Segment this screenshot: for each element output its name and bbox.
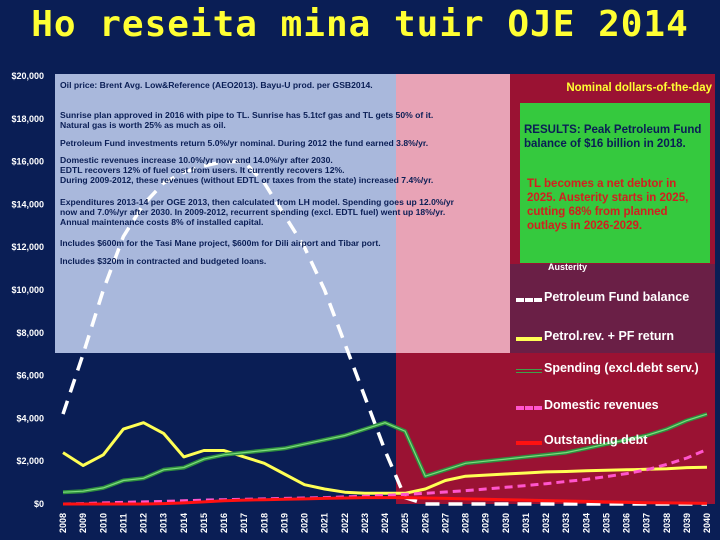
x-tick-label: 2011: [118, 513, 128, 533]
note-2009-2012: During 2009-2012, these revenues (withou…: [60, 175, 434, 185]
legend-swatch-debt: [516, 441, 542, 445]
x-tick-label: 2032: [541, 513, 551, 533]
x-tick-label: 2031: [521, 513, 531, 533]
x-tick-label: 2013: [159, 513, 169, 533]
note-expenditures: Expenditures 2013-14 per OGE 2013, then …: [60, 197, 454, 207]
assumptions-panel: [55, 74, 396, 353]
line-spending-highlight: [62, 413, 708, 493]
y-tick-label: $20,000: [11, 71, 44, 81]
legend-label-debt: Outstanding debt: [544, 433, 648, 447]
results-peak-text: RESULTS: Peak Petroleum Fund balance of …: [524, 124, 702, 150]
y-tick-label: $8,000: [16, 328, 44, 338]
note-loans: Includes $320m in contracted and budgete…: [60, 256, 267, 266]
y-tick-label: $12,000: [11, 242, 44, 252]
legend-swatch-petrol-revenue: [516, 337, 542, 341]
x-tick-label: 2023: [360, 513, 370, 533]
y-tick-label: $16,000: [11, 157, 44, 167]
legend-label-petrol-revenue: Petrol.rev. + PF return: [544, 329, 675, 343]
x-tick-label: 2014: [179, 513, 189, 533]
x-tick-label: 2035: [601, 513, 611, 533]
x-tick-label: 2036: [622, 513, 632, 533]
results-debtor-text: TL becomes a net debtor in 2025. Austeri…: [527, 178, 689, 232]
x-tick-label: 2027: [440, 513, 450, 533]
austerity-highlight-panel: [396, 74, 510, 353]
x-tick-label: 2025: [400, 513, 410, 533]
x-tick-label: 2021: [320, 513, 330, 533]
x-tick-label: 2024: [380, 513, 390, 533]
slide-title: Ho reseita mina tuir OJE 2014: [31, 4, 689, 45]
y-tick-label: $10,000: [11, 285, 44, 295]
x-tick-label: 2016: [219, 513, 229, 533]
legend-swatch-spending: [516, 369, 542, 373]
x-tick-label: 2009: [78, 513, 88, 533]
legend-label-fund-balance: Petroleum Fund balance: [544, 290, 690, 304]
x-tick-label: 2017: [239, 513, 249, 533]
y-tick-label: $0: [34, 499, 44, 509]
note-tasi-mane: Includes $600m for the Tasi Mane project…: [60, 238, 381, 248]
y-axis: $0 $2,000 $4,000 $6,000 $8,000 $10,000 $12,000…: [11, 71, 44, 509]
x-tick-label: 2029: [481, 513, 491, 533]
x-tick-label: 2038: [662, 513, 672, 533]
y-tick-label: $18,000: [11, 114, 44, 124]
note-fund-return: Petroleum Fund investments return 5.0%/y…: [60, 138, 429, 148]
series-lines: [61, 159, 708, 506]
note-spending-growth: now and 7.0%/yr after 2030. In 2009-2012…: [60, 207, 446, 217]
y-tick-label: $2,000: [16, 456, 44, 466]
legend-swatch-domestic: [516, 406, 542, 410]
x-tick-label: 2028: [461, 513, 471, 533]
x-tick-label: 2012: [139, 513, 149, 533]
x-tick-label: 2034: [581, 513, 591, 533]
x-axis: 2008 2009 2010 2011 2012 2013 2014 2015 2016 2017…: [58, 513, 712, 533]
note-domestic-rev: Domestic revenues increase 10.0%/yr now …: [60, 155, 333, 165]
legend-swatch-fund-balance: [516, 298, 542, 302]
x-tick-label: 2022: [340, 513, 350, 533]
y-tick-label: $4,000: [16, 413, 44, 423]
line-outstanding-debt: [63, 496, 708, 506]
y-tick-label: $6,000: [16, 371, 44, 381]
legend-panel: [510, 264, 715, 353]
x-tick-label: 2037: [642, 513, 652, 533]
legend-label-spending: Spending (excl.debt serv.): [544, 361, 699, 375]
austerity-stub-label: Austerity: [548, 262, 588, 272]
note-edtl: EDTL recovers 12% of fuel cost from user…: [60, 165, 345, 175]
x-tick-label: 2015: [199, 513, 209, 533]
note-oil-price: Oil price: Brent Avg. Low&Reference (AEO…: [60, 80, 373, 90]
x-tick-label: 2040: [702, 513, 712, 533]
line-petrol-revenue: [62, 421, 708, 495]
x-tick-label: 2033: [561, 513, 571, 533]
note-maintenance: Annual maintenance costs 8% of installed…: [60, 217, 264, 227]
x-tick-label: 2039: [682, 513, 692, 533]
note-sunrise: Sunrise plan approved in 2016 with pipe …: [60, 110, 434, 120]
results-green-box: [520, 103, 710, 263]
x-tick-label: 2030: [501, 513, 511, 533]
y-tick-label: $14,000: [11, 199, 44, 209]
x-tick-label: 2010: [98, 513, 108, 533]
legend-label-domestic: Domestic revenues: [544, 398, 659, 412]
x-tick-label: 2019: [279, 513, 289, 533]
x-tick-label: 2026: [420, 513, 430, 533]
x-tick-label: 2020: [300, 513, 310, 533]
line-fund-balance: [61, 159, 707, 506]
nominal-dollars-label: Nominal dollars-of-the-day: [566, 82, 712, 94]
x-tick-label: 2008: [58, 513, 68, 533]
line-domestic-revenues: [62, 448, 708, 506]
note-gas-worth: Natural gas is worth 25% as much as oil.: [60, 120, 226, 130]
x-tick-label: 2018: [259, 513, 269, 533]
